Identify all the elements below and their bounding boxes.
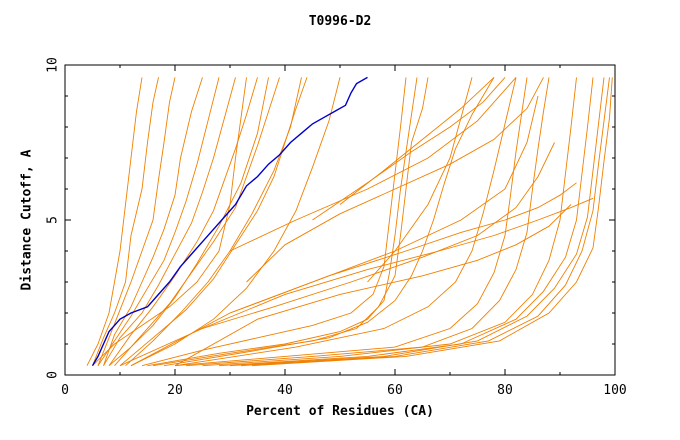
x-axis-label: Percent of Residues (CA) (246, 404, 434, 419)
series-layer (86, 76, 613, 367)
x-tick-label: 80 (497, 383, 513, 398)
model-series-line (86, 77, 143, 366)
x-tick-label: 100 (603, 383, 626, 398)
model-series-line (108, 77, 269, 367)
y-tick-label: 10 (46, 57, 61, 73)
model-series-line (246, 77, 544, 283)
x-tick-label: 60 (387, 383, 403, 398)
model-series-line (125, 77, 302, 367)
model-series-line (92, 77, 159, 366)
model-series-line (251, 77, 613, 367)
model-series-line (229, 77, 517, 252)
model-series-line (202, 142, 555, 329)
y-tick-label: 5 (46, 216, 61, 224)
model-series-line (141, 77, 407, 367)
model-series-line (97, 77, 220, 366)
model-series-line (240, 77, 610, 367)
x-tick-label: 0 (61, 383, 69, 398)
model-series-line (108, 77, 258, 366)
x-tick-label: 40 (277, 383, 293, 398)
model-series-line (174, 77, 528, 367)
chart-title: T0996-D2 (308, 14, 372, 29)
model-series-line (92, 77, 247, 367)
model-series-line (147, 77, 418, 367)
model-series-line (119, 77, 308, 367)
model-series-line (367, 77, 473, 283)
model-series-line (97, 77, 176, 366)
model-series-line (229, 77, 605, 367)
model-series-line (130, 77, 341, 367)
model-series-line (163, 77, 495, 367)
highlight-series-line (91, 76, 368, 367)
model-series-line (114, 77, 280, 366)
model-series-line (103, 77, 236, 366)
model-series-line (103, 77, 203, 366)
model-series-line (229, 95, 539, 314)
model-series-line (202, 77, 577, 367)
y-tick-label: 0 (46, 371, 61, 379)
model-series-line (174, 204, 572, 367)
axes-layer: 0 20 40 60 80 100 0 5 10 (46, 57, 627, 398)
model-series-line (218, 77, 594, 367)
model-series-line (312, 77, 506, 221)
x-tick-label: 20 (167, 383, 183, 398)
model-series-line (339, 77, 495, 205)
model-series-line (130, 182, 577, 367)
model-series-line (174, 77, 517, 367)
model-series-line (185, 77, 550, 367)
